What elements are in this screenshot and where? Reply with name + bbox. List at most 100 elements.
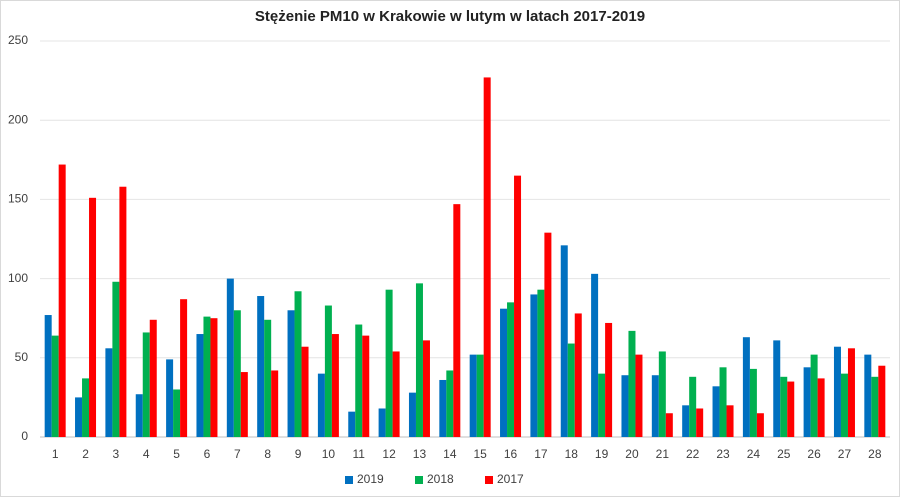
bar bbox=[105, 348, 113, 437]
x-tick-label: 24 bbox=[747, 447, 761, 461]
bar bbox=[726, 405, 734, 437]
bar bbox=[749, 368, 757, 437]
x-tick-label: 18 bbox=[565, 447, 579, 461]
x-tick-label: 2 bbox=[82, 447, 89, 461]
bar bbox=[567, 343, 575, 437]
bar bbox=[810, 354, 818, 437]
x-tick-label: 12 bbox=[382, 447, 396, 461]
bar bbox=[833, 346, 841, 437]
x-tick-label: 22 bbox=[686, 447, 700, 461]
x-tick-label: 20 bbox=[625, 447, 639, 461]
bar bbox=[756, 413, 764, 437]
bar bbox=[392, 351, 400, 437]
bar bbox=[44, 315, 52, 437]
legend-label: 2019 bbox=[357, 472, 384, 486]
bar bbox=[682, 405, 690, 437]
x-tick-label: 6 bbox=[204, 447, 211, 461]
x-tick-label: 9 bbox=[295, 447, 302, 461]
bar bbox=[226, 278, 234, 437]
bar bbox=[712, 386, 720, 437]
bar bbox=[446, 370, 454, 437]
bar bbox=[598, 373, 606, 437]
bar bbox=[294, 291, 302, 437]
bar bbox=[878, 365, 886, 437]
bar bbox=[840, 373, 848, 437]
bar bbox=[355, 324, 363, 437]
x-tick-label: 10 bbox=[322, 447, 336, 461]
bar bbox=[787, 381, 795, 437]
bar bbox=[173, 389, 181, 437]
bar bbox=[453, 204, 461, 437]
bar bbox=[89, 197, 97, 437]
bar bbox=[287, 310, 295, 437]
bar bbox=[514, 175, 522, 437]
legend-label: 2018 bbox=[427, 472, 454, 486]
legend-swatch bbox=[415, 476, 423, 484]
x-tick-label: 16 bbox=[504, 447, 518, 461]
bar bbox=[348, 411, 356, 437]
bar bbox=[240, 372, 248, 437]
bar bbox=[696, 408, 704, 437]
x-tick-label: 11 bbox=[353, 447, 366, 461]
bar bbox=[803, 367, 811, 437]
x-tick-label: 8 bbox=[264, 447, 271, 461]
bar bbox=[415, 283, 423, 437]
x-tick-label: 4 bbox=[143, 447, 150, 461]
bar bbox=[378, 408, 386, 437]
bar bbox=[271, 370, 279, 437]
bar bbox=[51, 335, 59, 437]
bar bbox=[689, 376, 697, 437]
bar bbox=[773, 340, 781, 437]
bar bbox=[324, 305, 332, 437]
bar bbox=[864, 354, 872, 437]
bar bbox=[301, 346, 309, 437]
bar bbox=[331, 334, 339, 437]
x-tick-label: 26 bbox=[807, 447, 821, 461]
legend-label: 2017 bbox=[497, 472, 524, 486]
bar bbox=[149, 319, 157, 437]
x-tick-label: 7 bbox=[234, 447, 241, 461]
bar bbox=[507, 302, 515, 437]
bar bbox=[317, 373, 325, 437]
bar bbox=[142, 332, 150, 437]
bar bbox=[560, 245, 568, 437]
bar bbox=[257, 296, 265, 437]
legend-swatch bbox=[345, 476, 353, 484]
bar bbox=[166, 359, 174, 437]
bar bbox=[233, 310, 241, 437]
bar bbox=[180, 299, 188, 437]
y-tick-label: 150 bbox=[8, 192, 28, 206]
x-tick-label: 14 bbox=[443, 447, 457, 461]
bar bbox=[483, 77, 491, 437]
x-tick-label: 5 bbox=[173, 447, 180, 461]
x-tick-label: 15 bbox=[473, 447, 487, 461]
bar bbox=[264, 319, 272, 437]
bar bbox=[362, 335, 370, 437]
bar bbox=[847, 348, 855, 437]
x-tick-label: 3 bbox=[113, 447, 120, 461]
x-tick-label: 19 bbox=[595, 447, 609, 461]
bar bbox=[210, 318, 218, 437]
bar bbox=[544, 232, 552, 437]
x-tick-label: 23 bbox=[716, 447, 730, 461]
x-tick-label: 17 bbox=[534, 447, 548, 461]
bar bbox=[476, 354, 484, 437]
bar bbox=[119, 186, 127, 437]
x-tick-label: 27 bbox=[838, 447, 852, 461]
bar bbox=[58, 164, 66, 437]
y-tick-label: 250 bbox=[8, 33, 28, 47]
y-tick-label: 100 bbox=[8, 271, 28, 285]
bar bbox=[742, 337, 750, 437]
y-tick-label: 50 bbox=[15, 350, 29, 364]
x-tick-label: 13 bbox=[413, 447, 427, 461]
bar bbox=[780, 376, 788, 437]
bar bbox=[591, 273, 599, 437]
y-tick-label: 0 bbox=[21, 429, 28, 443]
bar bbox=[621, 375, 629, 437]
bar bbox=[203, 316, 211, 437]
bar bbox=[665, 413, 673, 437]
x-tick-label: 25 bbox=[777, 447, 791, 461]
bar bbox=[605, 322, 613, 437]
bar bbox=[574, 313, 582, 437]
